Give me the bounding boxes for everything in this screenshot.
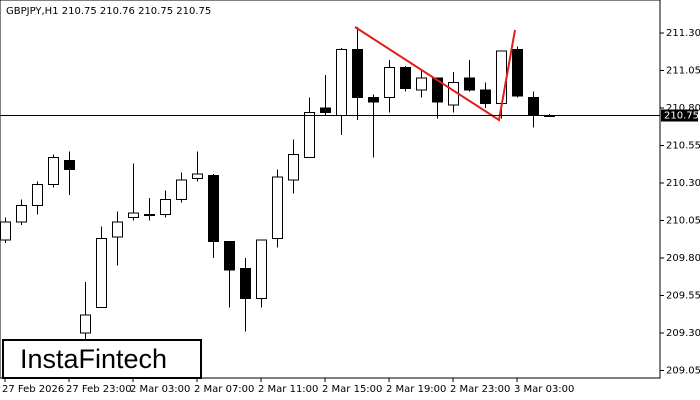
x-tick-label: 2 Mar 11:00: [258, 384, 318, 395]
x-tick-label: 27 Feb 23:00: [66, 384, 132, 395]
candle-body: [80, 314, 91, 334]
candle-body: [64, 160, 75, 170]
candle-body: [368, 97, 379, 103]
y-tick-label: 210.05: [666, 216, 700, 227]
candle-body: [32, 184, 43, 206]
candle-body: [160, 199, 171, 215]
candle-body: [272, 176, 283, 239]
candle-body: [176, 179, 187, 200]
candle-body: [96, 238, 107, 308]
logo: InstaFintech: [20, 344, 167, 374]
candle-body: [336, 49, 347, 116]
y-tick-label: 209.55: [666, 291, 700, 302]
y-tick-label: 211.30: [666, 28, 700, 39]
y-tick-label: 210.30: [666, 178, 700, 189]
candle-body: [416, 77, 427, 91]
candle-body: [128, 212, 139, 218]
y-tick-label: 209.30: [666, 328, 700, 339]
candle-body: [240, 268, 251, 299]
y-tick-label: 210.80: [666, 103, 700, 114]
candle-body: [288, 154, 299, 181]
candle-body: [208, 175, 219, 242]
chart-title: GBPJPY,H1 210.75 210.76 210.75 210.75: [6, 6, 211, 17]
y-tick-label: 209.05: [666, 366, 700, 377]
plot-frame: [0, 0, 661, 379]
price-tag: [661, 109, 698, 122]
candle-body: [352, 49, 363, 98]
candle-body: [384, 67, 395, 98]
candle-body: [224, 241, 235, 271]
candle-body: [320, 107, 331, 113]
candle-body: [528, 97, 539, 116]
x-tick-label: 27 Feb 2026: [2, 384, 64, 395]
x-tick-label: 2 Mar 07:00: [194, 384, 254, 395]
candle-body: [304, 112, 315, 158]
candle-body: [0, 221, 11, 241]
x-tick-label: 2 Mar 15:00: [322, 384, 382, 395]
candle-body: [48, 157, 59, 185]
candle-body: [192, 173, 203, 179]
current-price-label: 210.75: [664, 111, 699, 122]
logo-box: [2, 339, 202, 379]
x-tick-label: 2 Mar 19:00: [386, 384, 446, 395]
candle-body: [512, 49, 523, 97]
y-tick-label: 210.55: [666, 141, 700, 152]
x-tick-label: 3 Mar 03:00: [514, 384, 574, 395]
candle-body: [144, 214, 155, 216]
candle-body: [480, 89, 491, 104]
candle-body: [432, 77, 443, 103]
candle-body: [464, 77, 475, 91]
x-tick-label: 2 Mar 23:00: [450, 384, 510, 395]
candle-body: [400, 67, 411, 89]
candle-body: [112, 221, 123, 238]
candle-body: [496, 50, 507, 104]
y-tick-label: 211.05: [666, 66, 700, 77]
pattern-line: [354, 26, 516, 122]
y-tick-label: 209.80: [666, 253, 700, 264]
candle-body: [256, 239, 267, 299]
candle-body: [16, 205, 27, 223]
x-tick-label: 2 Mar 03:00: [130, 384, 190, 395]
